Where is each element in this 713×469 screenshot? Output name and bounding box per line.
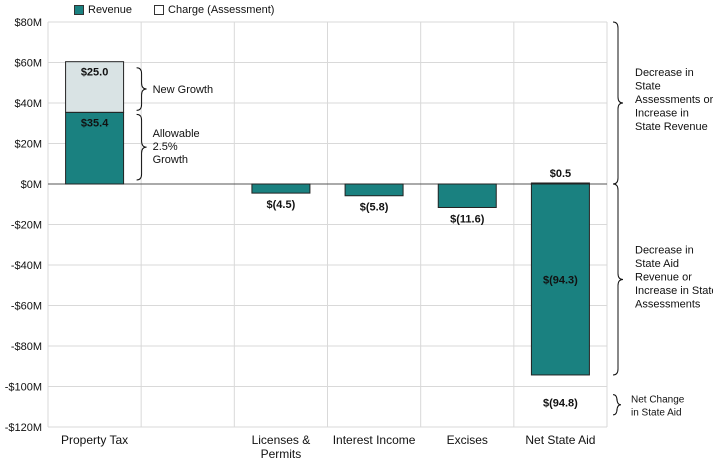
data-label: $25.0 bbox=[81, 67, 109, 79]
annotation-decrease-state-aid: Decrease in bbox=[635, 244, 694, 256]
data-label: $35.4 bbox=[81, 117, 109, 129]
annotation-net-change-state-aid: in State Aid bbox=[631, 408, 682, 419]
brace bbox=[612, 21, 624, 185]
legend-swatch-revenue bbox=[74, 5, 84, 15]
y-tick-label: $20M bbox=[14, 139, 42, 151]
y-tick-label: -$100M bbox=[5, 382, 42, 394]
y-tick-label: -$40M bbox=[11, 260, 42, 272]
bar bbox=[437, 183, 497, 208]
legend: Revenue Charge (Assessment) bbox=[74, 4, 274, 16]
x-tick-label: Net State Aid bbox=[525, 433, 595, 447]
legend-label-revenue: Revenue bbox=[88, 4, 133, 16]
annotation-decrease-state-aid: Assessments bbox=[635, 298, 701, 310]
x-tick-label: Excises bbox=[447, 433, 488, 447]
annotation-allowable-growth: Allowable bbox=[153, 128, 200, 140]
y-tick-label: $40M bbox=[14, 98, 42, 110]
brace bbox=[612, 394, 622, 416]
annotation-new-growth: New Growth bbox=[153, 84, 214, 96]
bar bbox=[251, 183, 311, 194]
data-label: $(5.8) bbox=[360, 202, 389, 214]
data-label: $(11.6) bbox=[450, 213, 485, 225]
data-label: $(4.5) bbox=[267, 199, 296, 211]
y-tick-label: $0M bbox=[21, 179, 42, 191]
bar bbox=[344, 183, 404, 197]
y-tick-label: -$80M bbox=[11, 341, 42, 353]
annotation-decrease-state-assessments: State Revenue bbox=[635, 121, 708, 133]
annotation-decrease-state-assessments: Decrease in bbox=[635, 67, 694, 79]
x-tick-label: Property Tax bbox=[61, 433, 128, 447]
brace bbox=[136, 67, 147, 111]
x-tick-label: Licenses & bbox=[252, 433, 311, 447]
annotation-decrease-state-aid: Revenue or bbox=[635, 271, 692, 283]
annotation-allowable-growth: 2.5% bbox=[153, 141, 178, 153]
annotation-decrease-state-assessments: Assessments or bbox=[635, 94, 713, 106]
y-tick-label: -$120M bbox=[5, 422, 42, 434]
data-label: $(94.3) bbox=[543, 274, 578, 286]
net-change-label: $(94.8) bbox=[543, 398, 578, 410]
annotation-decrease-state-aid: State Aid bbox=[635, 258, 679, 270]
bar bbox=[530, 183, 590, 376]
legend-swatch-charge bbox=[154, 5, 165, 15]
annotation-net-change-state-aid: Net Change bbox=[631, 395, 685, 406]
annotation-decrease-state-aid: Increase in State bbox=[635, 285, 713, 297]
y-tick-label: $80M bbox=[14, 17, 42, 29]
y-tick-label: $60M bbox=[14, 58, 42, 70]
y-tick-label: -$60M bbox=[11, 301, 42, 313]
annotation-decrease-state-assessments: Increase in bbox=[635, 108, 689, 120]
annotation-allowable-growth: Growth bbox=[153, 154, 188, 166]
x-tick-label: Permits bbox=[261, 447, 302, 461]
y-tick-label: -$20M bbox=[11, 220, 42, 232]
bar bbox=[65, 61, 125, 113]
legend-label-charge: Charge (Assessment) bbox=[168, 4, 275, 16]
legend-item-revenue: Revenue bbox=[74, 4, 132, 16]
brace bbox=[612, 183, 624, 376]
brace bbox=[136, 113, 147, 181]
data-label: $0.5 bbox=[550, 168, 571, 180]
legend-item-charge: Charge (Assessment) bbox=[154, 4, 274, 16]
annotation-decrease-state-assessments: State bbox=[635, 81, 661, 93]
x-tick-label: Interest Income bbox=[333, 433, 416, 447]
